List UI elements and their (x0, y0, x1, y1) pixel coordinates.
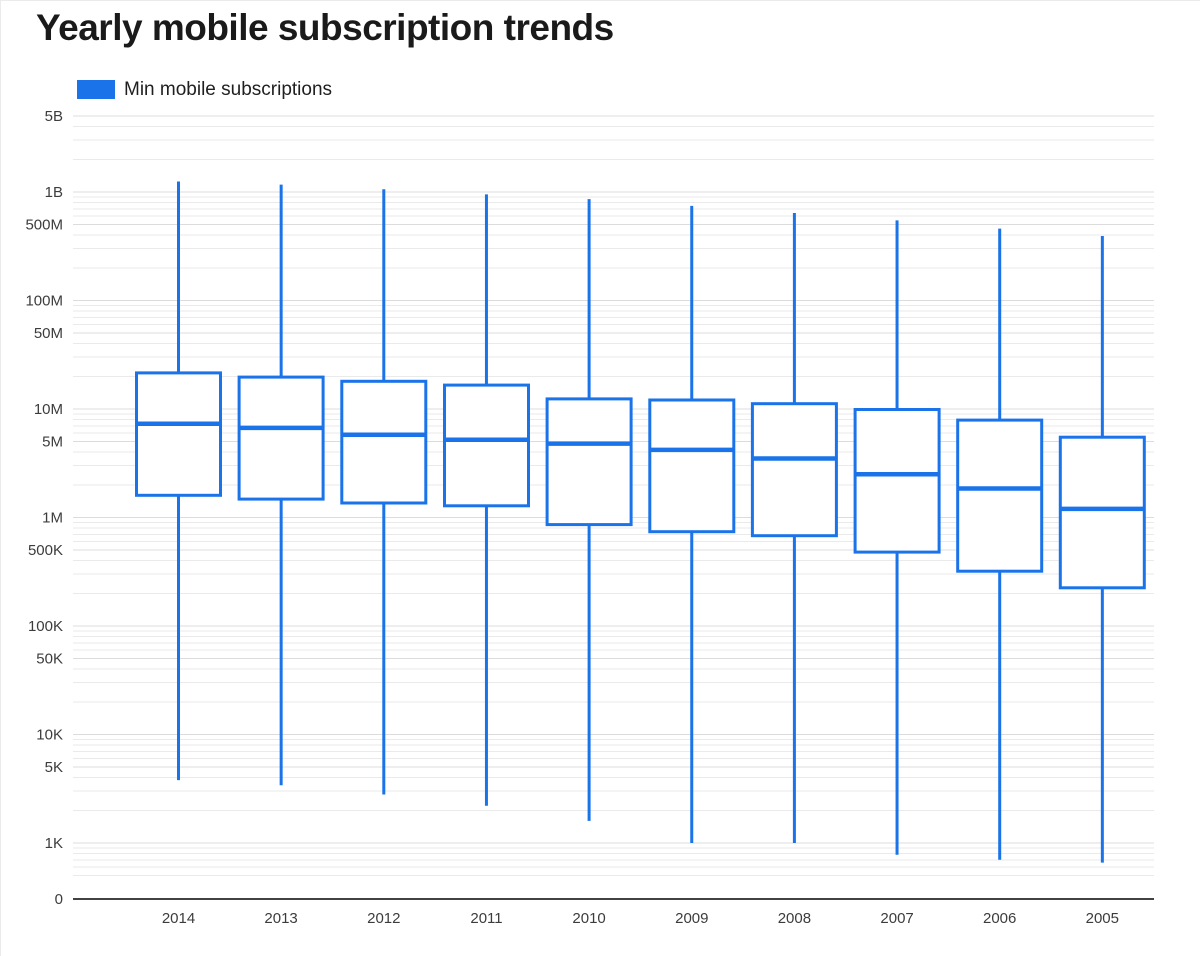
y-tick-5B: 5B (45, 108, 63, 125)
iqr-box (750, 402, 838, 538)
y-tick-10M: 10M (34, 401, 63, 418)
x-label-2005: 2005 (1086, 910, 1119, 927)
y-tick-50K: 50K (36, 651, 63, 668)
x-label-2011: 2011 (470, 910, 502, 927)
x-label-2014: 2014 (162, 910, 195, 927)
x-label-2009: 2009 (675, 910, 708, 927)
iqr-box (545, 397, 633, 527)
y-tick-500M: 500M (25, 217, 63, 234)
boxplot-2007[interactable] (853, 220, 941, 855)
boxplot-2005[interactable] (1058, 236, 1146, 863)
iqr-box (1058, 435, 1146, 590)
boxplot-2008[interactable] (750, 213, 838, 843)
boxplot-2009[interactable] (648, 205, 736, 843)
boxplot-2006[interactable] (956, 228, 1044, 860)
iqr-box (135, 371, 222, 497)
y-tick-10K: 10K (36, 727, 63, 744)
x-label-2013: 2013 (264, 910, 297, 927)
y-tick-5K: 5K (45, 759, 63, 776)
y-tick-50M: 50M (34, 325, 63, 342)
boxplot-2013[interactable] (237, 184, 325, 786)
legend-label-min-mobile-subscriptions: Min mobile subscriptions (124, 78, 333, 100)
iqr-box (340, 379, 428, 505)
iqr-box (443, 383, 530, 508)
y-tick-1K: 1K (45, 835, 63, 852)
y-tick-100K: 100K (28, 618, 63, 635)
y-tick-1M: 1M (42, 510, 63, 527)
legend: Min mobile subscriptions (77, 78, 333, 100)
boxplot-2012[interactable] (340, 189, 428, 795)
boxplot-series (135, 181, 1146, 863)
x-axis-labels: 2014 2013 2012 2011 2010 2009 2008 2007 2006 2005 (162, 910, 1119, 927)
y-axis-tick-labels: 5B 1B 500M 100M 50M 10M 5M 1M 500K 100K 50K 10K 5K 1K… (25, 108, 63, 908)
iqr-box (956, 418, 1044, 573)
y-tick-5M: 5M (42, 434, 63, 451)
boxplot-2011[interactable] (443, 194, 530, 806)
y-tick-100M: 100M (25, 293, 63, 310)
x-label-2012: 2012 (367, 910, 400, 927)
y-tick-500K: 500K (28, 542, 63, 559)
x-label-2010: 2010 (572, 910, 605, 927)
x-label-2007: 2007 (880, 910, 913, 927)
x-label-2008: 2008 (778, 910, 811, 927)
chart-title: Yearly mobile subscription trends (36, 7, 614, 48)
y-tick-1B: 1B (45, 184, 63, 201)
iqr-box (853, 408, 941, 554)
x-label-2006: 2006 (983, 910, 1016, 927)
iqr-box (237, 375, 325, 501)
y-tick-0: 0 (55, 891, 63, 908)
boxplot-2014[interactable] (135, 181, 222, 781)
legend-swatch-min-mobile-subscriptions (77, 80, 115, 99)
iqr-box (648, 398, 736, 534)
boxplot-2010[interactable] (545, 199, 633, 821)
